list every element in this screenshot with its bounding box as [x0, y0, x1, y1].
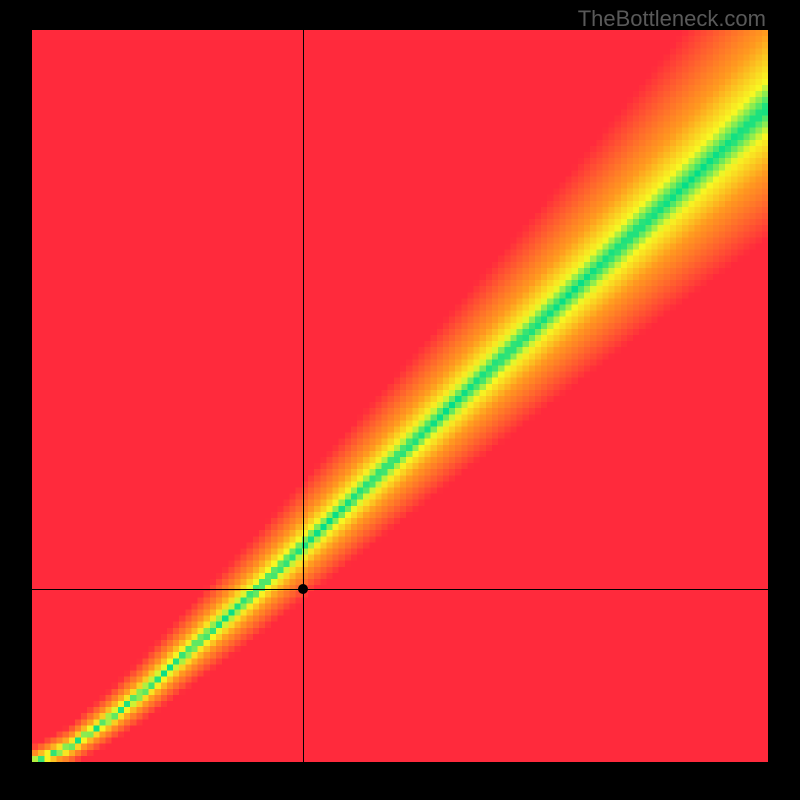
heatmap-canvas: [32, 30, 768, 762]
watermark-text: TheBottleneck.com: [578, 6, 766, 32]
crosshair-vertical: [303, 30, 304, 762]
crosshair-marker: [298, 584, 308, 594]
heatmap-plot: [32, 30, 768, 762]
crosshair-horizontal: [32, 589, 768, 590]
